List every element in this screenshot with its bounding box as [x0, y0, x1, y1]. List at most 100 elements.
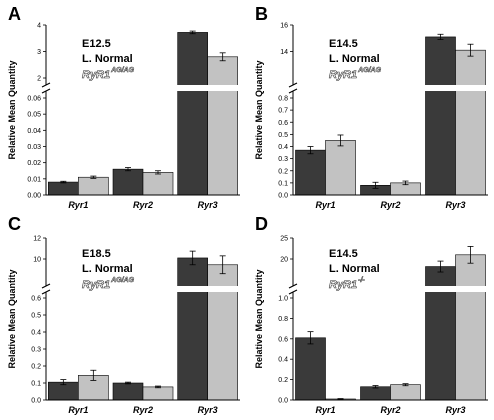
category-label-ryr3: Ryr3	[445, 200, 465, 210]
y-axis-label: Relative Mean Quantity	[7, 269, 17, 368]
category-label-ryr3: Ryr3	[198, 405, 218, 415]
y-tick-label: 0.02	[27, 160, 41, 167]
y-tick-label: 0.00	[27, 193, 41, 200]
y-tick-label: 0.3	[278, 156, 288, 163]
y-axis-label: Relative Mean Quantity	[254, 60, 264, 159]
y-tick-label: 0.4	[278, 357, 288, 364]
error-bar-ryr3-normal	[437, 33, 444, 40]
axis-break-mark	[288, 82, 298, 94]
error-bar-ryr1-normal	[60, 379, 67, 386]
bar-ryr1-mutant	[78, 176, 109, 196]
error-bar-ryr1-normal	[307, 146, 314, 155]
category-label-ryr2: Ryr2	[133, 405, 153, 415]
bar-ryr3-mutant	[207, 56, 238, 196]
y-tick-label: 0.6	[31, 296, 41, 303]
panel-b: B Ryr1 Ryr2 Ryr3 0.0 0.1 0.2 0.3 0.4 0.5 0.6 0.7 0.8…	[254, 4, 488, 210]
error-bar-ryr2-normal	[372, 181, 379, 189]
axis-break-gap	[290, 286, 488, 292]
panel-letter: A	[8, 4, 21, 24]
y-tick-label: 0.2	[31, 364, 41, 371]
axis-break-mark	[41, 82, 51, 94]
bar-ryr1-mutant	[325, 140, 356, 196]
y-tick-label: 0.5	[31, 313, 41, 320]
error-bar-ryr2-mutant	[155, 385, 161, 389]
y-tick-label: 14	[280, 49, 288, 56]
error-bar-ryr1-mutant	[90, 369, 97, 381]
error-bar-ryr3-mutant	[467, 43, 474, 57]
y-tick-label: 0.2	[278, 377, 288, 384]
bar-ryr3-normal	[177, 257, 208, 401]
y-tick-label: 2	[37, 76, 41, 83]
axis-break-gap	[43, 85, 240, 91]
legend-genotype: RyR1	[82, 69, 110, 81]
bar-ryr3-mutant	[207, 264, 238, 401]
y-tick-label: 0.6	[278, 336, 288, 343]
bar-ryr3-normal	[177, 32, 208, 196]
error-bar-ryr1-mutant	[337, 398, 344, 400]
y-tick-label: 1.0	[278, 296, 288, 303]
panel-letter: B	[255, 4, 268, 24]
bar-ryr3-mutant	[455, 254, 486, 401]
y-tick-label: 10	[33, 257, 41, 264]
error-bar-ryr1-normal	[60, 180, 67, 184]
error-bar-ryr1-mutant	[90, 175, 97, 179]
bar-ryr3-normal	[425, 36, 456, 196]
bar-ryr1-normal	[48, 181, 79, 196]
y-tick-label: 0.5	[278, 132, 288, 139]
panel-letter: C	[8, 214, 21, 234]
bar-ryr3-mutant	[455, 49, 486, 196]
error-bar-ryr3-mutant	[219, 255, 226, 275]
error-bar-ryr2-mutant	[402, 180, 409, 186]
category-label-ryr2: Ryr2	[133, 200, 153, 210]
error-bar-ryr3-normal	[189, 250, 196, 266]
error-bar-ryr1-normal	[307, 331, 314, 345]
legend-genotype-superscript: AG/AG	[357, 67, 382, 74]
bar-ryr1-normal	[295, 337, 326, 401]
error-bar-ryr3-normal	[437, 260, 444, 273]
axis-break-gap	[43, 286, 240, 292]
y-tick-label: 20	[280, 257, 288, 264]
legend-normal: L. Normal	[329, 263, 380, 275]
y-tick-label: 0.4	[31, 330, 41, 337]
error-bar-ryr1-mutant	[337, 134, 344, 147]
panel-c: C Ryr1 Ryr2 Ryr3 0.0 0.1 0.2 0.3 0.4 0.5 0.6 10 12 Re…	[7, 214, 240, 415]
y-tick-label: 0.0	[278, 398, 288, 405]
y-tick-label: 12	[33, 236, 41, 243]
error-bar-ryr2-mutant	[402, 383, 409, 387]
bar-ryr2-mutant	[142, 172, 174, 196]
bar-ryr2-normal	[112, 168, 144, 196]
bar-ryr1-normal	[295, 149, 326, 196]
error-bar-ryr2-normal	[372, 385, 379, 389]
legend-genotype: RyR1	[329, 279, 357, 291]
category-label-ryr3: Ryr3	[445, 405, 465, 415]
panel-a: A Ryr1 Ryr2 Ryr3 0.00 0.01 0.02 0.03 0.04 0.05 0.0…	[7, 4, 240, 210]
error-bar-ryr3-normal	[189, 30, 196, 35]
error-bar-ryr2-normal	[125, 381, 131, 385]
y-axis-label: Relative Mean Quantity	[254, 269, 264, 368]
y-tick-label: 3	[37, 49, 41, 56]
y-tick-label: 0.06	[27, 96, 41, 103]
y-tick-label: 0.03	[27, 144, 41, 151]
y-tick-label: 0.7	[278, 108, 288, 115]
category-label-ryr3: Ryr3	[198, 200, 218, 210]
error-bar-ryr3-mutant	[219, 52, 226, 62]
y-tick-label: 0.04	[27, 128, 41, 135]
legend-stage: E14.5	[329, 38, 358, 50]
error-bar-ryr3-mutant	[467, 245, 474, 264]
y-tick-label: 0.0	[278, 193, 288, 200]
error-bar-ryr2-mutant	[155, 170, 161, 175]
legend-normal: L. Normal	[82, 263, 133, 275]
legend-stage: E14.5	[329, 248, 358, 260]
y-tick-label: 16	[280, 23, 288, 30]
category-label-ryr2: Ryr2	[380, 405, 400, 415]
category-label-ryr1: Ryr1	[315, 200, 335, 210]
legend-genotype: RyR1	[82, 279, 110, 291]
legend-normal: L. Normal	[82, 53, 133, 65]
y-tick-label: 0.0	[31, 398, 41, 405]
category-label-ryr1: Ryr1	[68, 200, 88, 210]
bar-ryr2-mutant	[142, 386, 174, 401]
y-tick-label: 0.8	[278, 96, 288, 103]
bar-ryr2-normal	[112, 382, 144, 401]
y-tick-label: 0.05	[27, 112, 41, 119]
